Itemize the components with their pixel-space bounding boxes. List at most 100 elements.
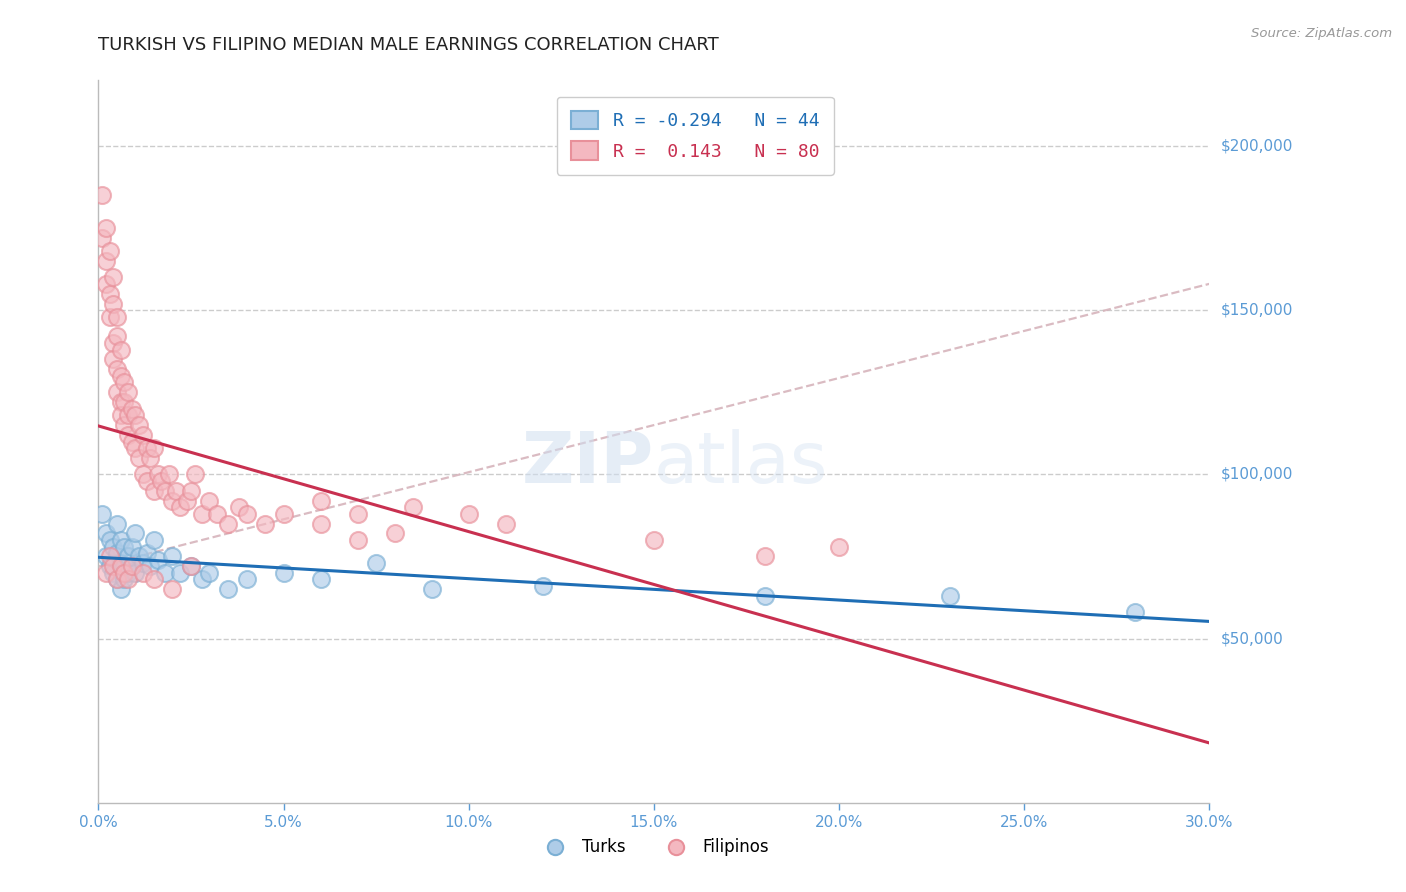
Point — [112, 395, 135, 409]
Point — [132, 566, 155, 580]
Point — [91, 507, 114, 521]
Point — [402, 500, 425, 515]
Point — [117, 573, 139, 587]
Point — [98, 286, 121, 301]
Point — [191, 573, 214, 587]
Point — [531, 579, 554, 593]
Point — [180, 483, 202, 498]
Point — [98, 310, 121, 324]
Point — [121, 401, 143, 416]
Point — [139, 559, 162, 574]
Point — [162, 549, 184, 564]
Point — [98, 244, 121, 258]
Point — [105, 310, 128, 324]
Point — [309, 516, 332, 531]
Text: Source: ZipAtlas.com: Source: ZipAtlas.com — [1251, 27, 1392, 40]
Point — [124, 566, 146, 580]
Point — [139, 450, 162, 465]
Point — [420, 582, 443, 597]
Point — [228, 500, 250, 515]
Point — [169, 500, 191, 515]
Point — [150, 474, 173, 488]
Point — [309, 493, 332, 508]
Point — [94, 526, 117, 541]
Point — [153, 566, 176, 580]
Point — [1123, 605, 1146, 619]
Point — [191, 507, 214, 521]
Point — [157, 467, 180, 482]
Point — [939, 589, 962, 603]
Point — [309, 573, 332, 587]
Point — [94, 549, 117, 564]
Point — [117, 428, 139, 442]
Point — [105, 573, 128, 587]
Point — [180, 559, 202, 574]
Point — [98, 549, 121, 564]
Point — [117, 549, 139, 564]
Point — [457, 507, 479, 521]
Point — [366, 556, 388, 570]
Point — [346, 533, 368, 547]
Point — [112, 573, 135, 587]
Point — [105, 516, 128, 531]
Point — [273, 507, 295, 521]
Point — [143, 483, 166, 498]
Text: atlas: atlas — [654, 429, 828, 498]
Point — [105, 362, 128, 376]
Point — [105, 385, 128, 400]
Point — [124, 441, 146, 455]
Point — [128, 549, 150, 564]
Point — [643, 533, 665, 547]
Point — [112, 376, 135, 390]
Point — [91, 231, 114, 245]
Legend: Turks, Filipinos: Turks, Filipinos — [531, 831, 776, 863]
Point — [112, 418, 135, 433]
Point — [110, 368, 132, 383]
Point — [198, 566, 221, 580]
Point — [235, 573, 257, 587]
Point — [754, 589, 776, 603]
Point — [146, 467, 169, 482]
Point — [103, 540, 125, 554]
Point — [110, 582, 132, 597]
Point — [110, 556, 132, 570]
Point — [124, 409, 146, 423]
Point — [754, 549, 776, 564]
Point — [132, 428, 155, 442]
Point — [94, 277, 117, 291]
Point — [253, 516, 276, 531]
Point — [94, 566, 117, 580]
Point — [103, 270, 125, 285]
Point — [183, 467, 205, 482]
Point — [128, 450, 150, 465]
Point — [828, 540, 851, 554]
Point — [112, 566, 135, 580]
Point — [132, 467, 155, 482]
Point — [135, 441, 157, 455]
Point — [94, 253, 117, 268]
Point — [103, 352, 125, 367]
Point — [103, 566, 125, 580]
Point — [110, 343, 132, 357]
Point — [91, 188, 114, 202]
Point — [205, 507, 228, 521]
Point — [103, 559, 125, 574]
Point — [98, 559, 121, 574]
Point — [132, 556, 155, 570]
Point — [105, 546, 128, 560]
Point — [98, 533, 121, 547]
Point — [110, 559, 132, 574]
Point — [153, 483, 176, 498]
Point — [103, 336, 125, 351]
Point — [217, 582, 239, 597]
Point — [117, 566, 139, 580]
Point — [217, 516, 239, 531]
Point — [235, 507, 257, 521]
Point — [176, 493, 198, 508]
Point — [165, 483, 187, 498]
Point — [143, 441, 166, 455]
Point — [121, 559, 143, 574]
Text: TURKISH VS FILIPINO MEDIAN MALE EARNINGS CORRELATION CHART: TURKISH VS FILIPINO MEDIAN MALE EARNINGS… — [98, 36, 720, 54]
Point — [105, 329, 128, 343]
Point — [110, 395, 132, 409]
